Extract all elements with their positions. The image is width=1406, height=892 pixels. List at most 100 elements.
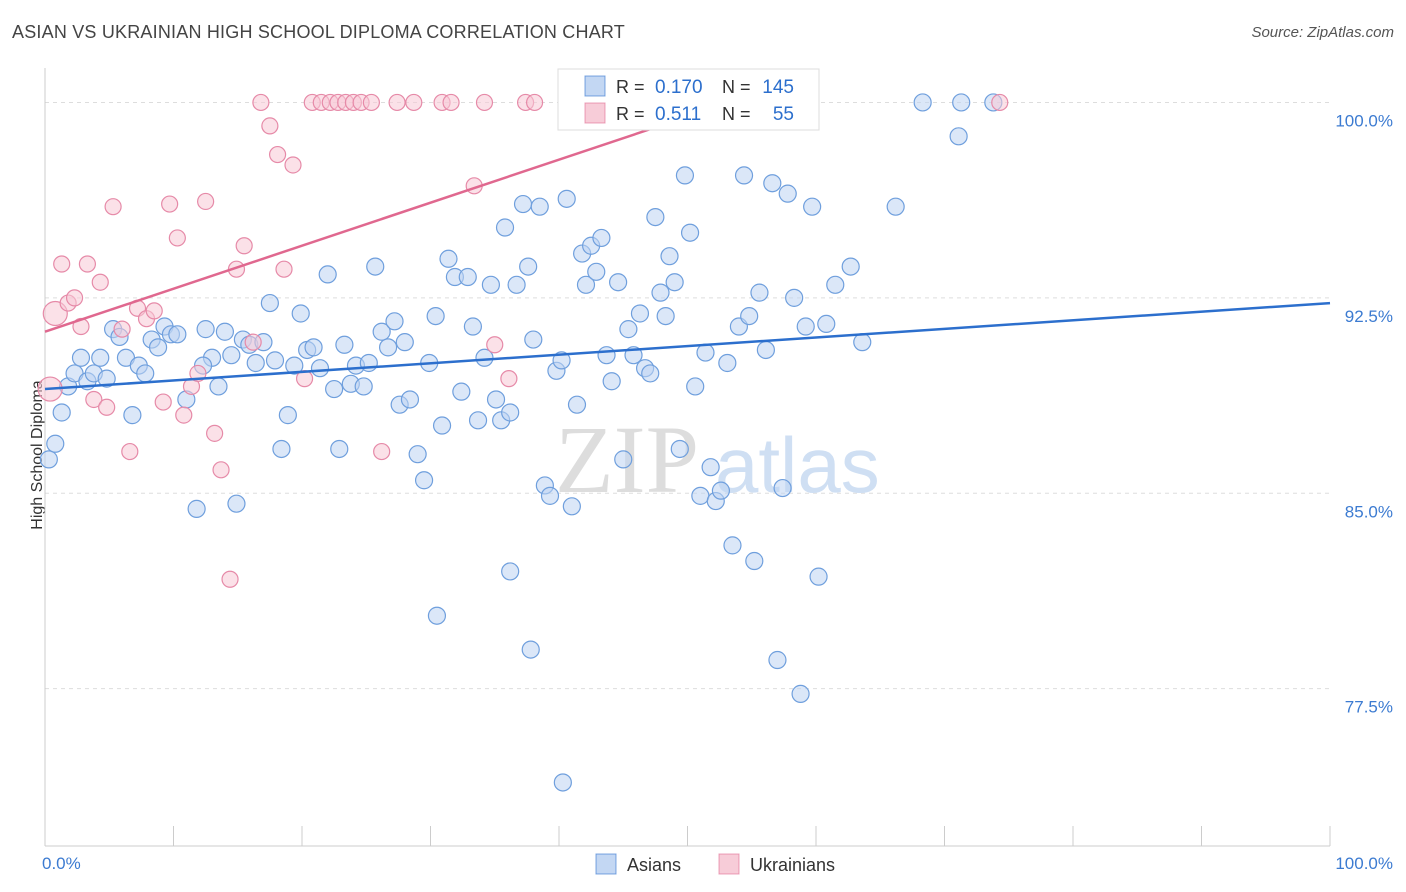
point-ukrainian [525,93,544,112]
point-asian [778,184,797,203]
point-asian [740,306,759,326]
point-asian [486,390,506,409]
point-asian [651,283,670,302]
point-asian [426,306,445,326]
point-ukrainian [235,237,253,255]
point-asian [513,194,533,214]
point-asian [826,275,845,294]
point-asian [385,312,404,331]
point-asian [656,306,675,326]
point-asian [318,265,337,284]
tick-labels: 100.0% 92.5% 85.0% 77.5% 0.0% 100.0% [42,111,1393,873]
series-asians [39,93,1003,792]
point-asian [507,275,526,294]
point-ukrainian [388,93,406,112]
point-asian [701,458,720,477]
trend-line-ukrainians [44,101,731,333]
point-asian [366,257,385,276]
point-asian [475,348,494,367]
legend: R = 0.170 N = 145 R = 0.511 N = 55 [557,68,820,131]
point-ukrainian [405,93,423,112]
point-asian [330,439,349,459]
point-asian [665,273,684,292]
legend-n-label: N = [722,104,751,124]
point-ukrainian [212,461,230,479]
point-asian [763,174,782,193]
point-asian [686,377,705,396]
point-asian [463,317,483,336]
point-ukrainian [500,370,518,388]
point-asian [378,338,398,357]
x-tick-label-min: 0.0% [42,854,81,873]
point-asian [304,338,323,357]
point-asian [796,317,815,336]
bottom-legend-swatch [718,853,740,875]
point-asian [372,322,391,341]
point-asian [675,166,695,185]
point-asian [291,304,310,323]
legend-r-label: R = [616,104,645,124]
trend-lines [44,101,1331,391]
point-ukrainian [373,442,391,461]
point-ukrainian [475,93,494,112]
point-ukrainian [78,255,97,273]
point-asian [773,478,792,498]
watermark-atlas: atlas [715,421,880,509]
point-ukrainian [362,93,380,112]
point-asian [817,314,836,334]
legend-r-value: 0.170 [655,77,703,98]
point-asian [458,267,477,287]
point-ukrainian [221,570,239,588]
point-asian [285,356,304,375]
point-asian [310,359,330,378]
point-asian [123,406,142,425]
point-ukrainian [121,442,139,461]
legend-r-label: R = [616,77,645,97]
point-ukrainian [91,273,109,291]
point-asian [949,127,968,146]
point-asian [750,283,769,302]
point-asian [609,273,628,292]
legend-r-value: 0.511 [655,104,701,125]
legend-n-label: N = [722,77,751,97]
point-asian [670,439,689,459]
point-ukrainian [268,145,287,164]
point-asian [853,333,872,352]
point-asian [468,411,488,430]
point-asian [501,403,520,422]
point-ukrainian [145,302,163,320]
point-asian [501,562,520,581]
x-tick-label-max: 100.0% [1335,854,1393,873]
y-tick-label: 100.0% [1335,111,1393,130]
point-asian [272,439,291,459]
point-asian [696,343,715,362]
point-asian [46,434,65,453]
point-asian [592,228,611,248]
point-asian [400,390,420,409]
point-asian [439,249,458,268]
point-asian [215,322,234,341]
point-asian [646,207,665,227]
point-ukrainian [104,198,122,216]
point-asian [427,606,447,625]
point-asian [745,551,764,571]
point-asian [335,335,354,354]
point-asian [227,494,246,513]
point-asian [723,536,742,555]
point-asian [809,567,828,586]
point-asian [52,403,71,422]
point-ukrainian [161,195,179,213]
point-asian [325,379,344,399]
bottom-legend-label: Ukrainians [750,855,835,875]
series-ukrainians [37,93,1009,588]
bottom-legend-swatch [595,853,617,875]
point-asian [576,275,596,294]
point-asian [408,445,427,464]
y-tick-label: 92.5% [1345,307,1393,326]
point-ukrainian [98,398,116,416]
point-asian [886,197,905,216]
point-ukrainian [65,289,84,307]
trend-line-asians [44,301,1331,391]
bottom-legend: Asians Ukrainians [595,853,835,875]
point-asian [260,293,279,313]
